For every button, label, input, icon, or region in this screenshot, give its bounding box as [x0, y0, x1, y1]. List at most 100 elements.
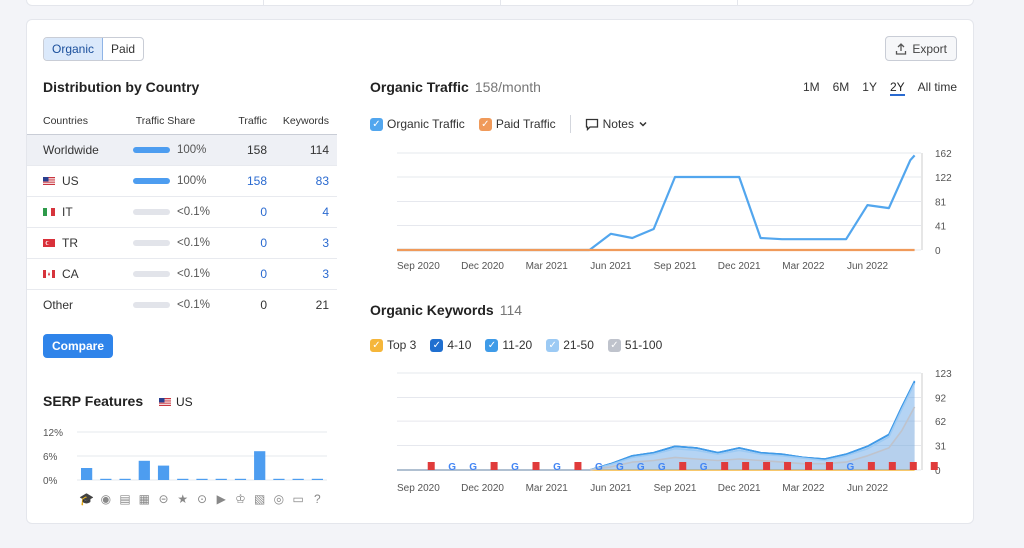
legend-11-20[interactable]: ✓ 11-20 — [485, 338, 532, 352]
range-tab-1m[interactable]: 1M — [802, 80, 820, 94]
y-tick-label: 92 — [935, 393, 947, 404]
document-icon[interactable]: ▤ — [119, 492, 130, 506]
traffic-value[interactable]: 0 — [217, 258, 275, 290]
range-tab-1y[interactable]: 1Y — [862, 80, 877, 94]
serp-bar[interactable] — [311, 478, 323, 480]
series-line[interactable] — [397, 154, 916, 252]
serp-bar[interactable] — [215, 478, 227, 480]
range-tab-2y[interactable]: 2Y — [889, 80, 905, 96]
note-flag-marker[interactable] — [742, 462, 750, 470]
table-row[interactable]: Worldwide 100% 158 114 — [27, 134, 337, 166]
range-tab-all-time[interactable]: All time — [917, 80, 957, 94]
note-flag-marker[interactable] — [867, 462, 875, 470]
table-row[interactable]: CA <0.1% 0 3 — [27, 258, 337, 290]
legend-paid-traffic[interactable]: ✓ Paid Traffic — [478, 117, 556, 131]
note-flag-marker[interactable] — [888, 462, 896, 470]
serp-bar[interactable] — [100, 478, 112, 480]
graduation-cap-icon[interactable]: 🎓 — [79, 492, 94, 506]
google-update-marker[interactable]: G — [448, 462, 456, 473]
summary-divider — [263, 0, 264, 5]
range-tab-6m[interactable]: 6M — [832, 80, 850, 94]
notes-dropdown[interactable]: Notes — [585, 117, 648, 131]
google-update-marker[interactable]: G — [595, 462, 603, 473]
legend-organic-traffic[interactable]: ✓ Organic Traffic — [370, 117, 465, 131]
serp-bar[interactable] — [234, 478, 247, 480]
traffic-value[interactable]: 0 — [217, 196, 275, 228]
legend-label: Organic Traffic — [387, 117, 465, 131]
series-line[interactable] — [397, 382, 916, 471]
compare-button[interactable]: Compare — [43, 334, 114, 358]
table-row[interactable]: Other <0.1% 0 21 — [27, 288, 337, 320]
serp-bar[interactable] — [119, 478, 131, 480]
legend-top-3[interactable]: ✓ Top 3 — [370, 338, 416, 352]
legend-label: Top 3 — [387, 338, 417, 352]
note-flag-marker[interactable] — [532, 462, 540, 470]
serp-bar[interactable] — [177, 478, 189, 480]
traffic-share-cell: 100% — [122, 165, 217, 197]
overview-card: Organic Paid Export Distribution by Coun… — [26, 19, 974, 524]
crown-icon[interactable]: ♔ — [235, 492, 246, 506]
keywords-value[interactable]: 83 — [275, 165, 337, 197]
legend-4-10[interactable]: ✓ 4-10 — [430, 338, 471, 352]
serp-bar[interactable] — [196, 478, 208, 480]
table-row[interactable]: TR <0.1% 0 3 — [27, 227, 337, 259]
organic-traffic-title-text: Organic Traffic — [370, 79, 469, 95]
image-icon[interactable]: ▧ — [254, 492, 265, 506]
google-update-marker[interactable]: G — [553, 462, 561, 473]
traffic-value[interactable]: 158 — [217, 165, 275, 197]
serp-bar[interactable] — [81, 468, 93, 480]
serp-bar[interactable] — [157, 465, 170, 480]
google-update-marker[interactable]: G — [637, 462, 645, 473]
note-flag-marker[interactable] — [784, 462, 792, 470]
note-flag-marker[interactable] — [679, 462, 687, 470]
google-update-marker[interactable]: G — [511, 462, 519, 473]
note-flag-marker[interactable] — [763, 462, 771, 470]
star-icon[interactable]: ★ — [177, 492, 188, 506]
link-icon[interactable]: ⊝ — [159, 492, 169, 506]
note-flag-marker[interactable] — [490, 462, 498, 470]
video-carousel-icon[interactable]: ▶ — [217, 492, 227, 506]
question-icon[interactable]: ? — [314, 492, 321, 506]
table-row[interactable]: US 100% 158 83 — [27, 165, 337, 197]
keywords-value[interactable]: 4 — [275, 196, 337, 228]
table-row[interactable]: IT <0.1% 0 4 — [27, 196, 337, 228]
location-pin-icon[interactable]: ◉ — [101, 492, 111, 506]
traffic-share-bar — [133, 177, 170, 184]
traffic-value[interactable]: 0 — [217, 227, 275, 259]
organic-toggle-button[interactable]: Organic — [44, 38, 104, 60]
note-flag-marker[interactable] — [805, 462, 813, 470]
serp-bar[interactable] — [138, 460, 150, 480]
legend-51-100[interactable]: ✓ 51-100 — [607, 338, 662, 352]
video-play-icon[interactable]: ⊙ — [197, 492, 207, 506]
google-update-marker[interactable]: G — [700, 462, 708, 473]
keywords-value[interactable]: 3 — [275, 258, 337, 290]
google-update-marker[interactable]: G — [616, 462, 624, 473]
note-flag-marker[interactable] — [427, 462, 435, 470]
country-name: IT — [62, 204, 73, 219]
note-flag-marker[interactable] — [930, 462, 938, 470]
note-flag-marker[interactable] — [721, 462, 729, 470]
distribution-table: Countries Traffic Share Traffic Keywords… — [27, 108, 337, 320]
keywords-value[interactable]: 3 — [275, 227, 337, 259]
legend-label: 4-10 — [447, 338, 472, 352]
upload-icon — [896, 42, 907, 55]
note-flag-marker[interactable] — [909, 462, 917, 470]
series-line[interactable] — [397, 380, 916, 471]
paid-toggle-button[interactable]: Paid — [111, 42, 136, 56]
summary-divider — [737, 0, 738, 5]
image-pack-icon[interactable]: ▦ — [139, 492, 150, 506]
serp-bar[interactable] — [292, 478, 304, 480]
google-update-marker[interactable]: G — [847, 462, 855, 473]
play-circle-icon[interactable]: ◎ — [274, 492, 284, 506]
series-line[interactable] — [397, 406, 916, 471]
serp-bar[interactable] — [254, 451, 266, 480]
note-flag-marker[interactable] — [574, 462, 582, 470]
google-update-marker[interactable]: G — [658, 462, 666, 473]
google-update-marker[interactable]: G — [469, 462, 477, 473]
note-flag-marker[interactable] — [825, 462, 833, 470]
checkbox-checked-icon: ✓ — [370, 117, 383, 131]
serp-bar[interactable] — [273, 478, 285, 480]
export-button[interactable]: Export — [885, 36, 957, 61]
comment-icon[interactable]: ▭ — [292, 492, 303, 506]
legend-21-50[interactable]: ✓ 21-50 — [546, 338, 594, 352]
